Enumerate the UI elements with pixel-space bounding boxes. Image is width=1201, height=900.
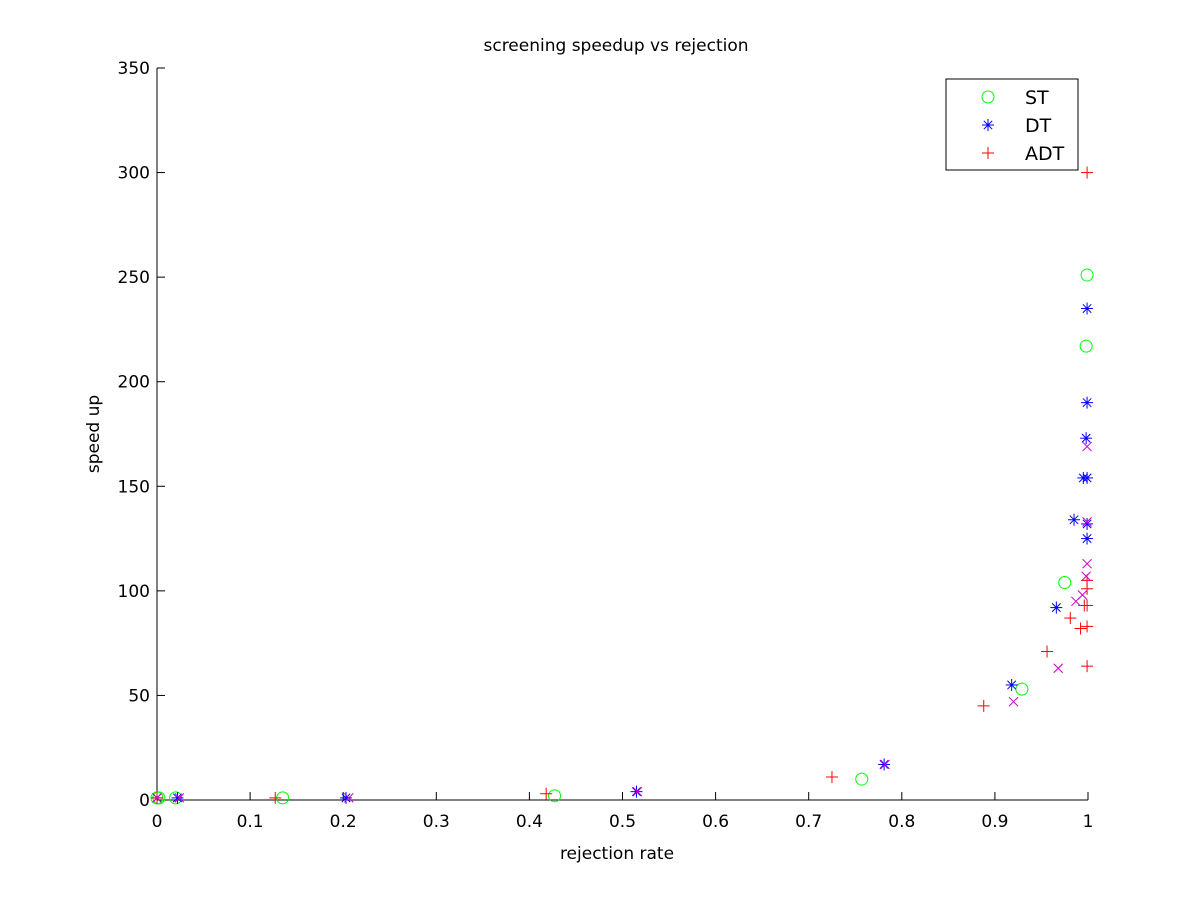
legend-label-adt: ADT bbox=[1025, 143, 1065, 165]
x-tick-label: 1 bbox=[1083, 812, 1094, 832]
dt-point bbox=[1081, 396, 1094, 409]
dt-point bbox=[1081, 532, 1094, 545]
y-tick-label: 350 bbox=[118, 59, 150, 79]
y-tick-label: 0 bbox=[139, 791, 150, 811]
y-tick-label: 50 bbox=[128, 686, 150, 706]
st-point bbox=[855, 772, 869, 786]
x-tick-label: 0.7 bbox=[795, 812, 822, 832]
unlabeled-3-point bbox=[632, 786, 643, 797]
dt-point bbox=[1081, 302, 1094, 315]
st-point bbox=[1015, 682, 1029, 696]
x-axis-label: rejection rate bbox=[560, 844, 674, 864]
axes: 0 0.1 0.2 0.3 0.4 0.5 0.6 0.7 0.8 0.9 1 0 50 100 150 20… bbox=[118, 59, 1094, 832]
dt-point bbox=[1081, 471, 1094, 484]
adt-point bbox=[1074, 622, 1087, 635]
adt-point bbox=[540, 787, 553, 800]
x-tick-label: 0.3 bbox=[423, 812, 450, 832]
adt-point bbox=[1081, 574, 1094, 587]
chart-title: screening speedup vs rejection bbox=[483, 36, 748, 56]
dt-point bbox=[1050, 601, 1063, 614]
unlabeled-3-point bbox=[880, 759, 890, 770]
unlabeled-3-point bbox=[1077, 590, 1088, 600]
unlabeled-3-point bbox=[1081, 571, 1091, 582]
legend-label-dt: DT bbox=[1025, 115, 1052, 137]
y-tick-label: 200 bbox=[118, 373, 150, 393]
unlabeled-3-point bbox=[174, 793, 185, 803]
unlabeled-3-point bbox=[343, 793, 354, 803]
x-tick-label: 0.1 bbox=[237, 812, 264, 832]
adt-point bbox=[1041, 645, 1054, 658]
unlabeled-3-point bbox=[1082, 558, 1092, 569]
dt-point bbox=[171, 791, 184, 804]
unlabeled-3-point bbox=[1008, 696, 1019, 707]
legend-marker-dt bbox=[982, 119, 994, 131]
dt-point bbox=[878, 758, 891, 771]
st-point bbox=[1079, 339, 1093, 353]
legend-label-st: ST bbox=[1025, 87, 1049, 109]
adt-point bbox=[1081, 660, 1094, 673]
unlabeled-3-point bbox=[1053, 663, 1064, 674]
legend-marker-st bbox=[981, 90, 995, 104]
unlabeled-3-point bbox=[152, 793, 162, 803]
y-axis-label: speed up bbox=[84, 395, 104, 473]
adt-point bbox=[1081, 166, 1094, 179]
legend-marker-adt bbox=[982, 147, 994, 159]
y-tick-label: 100 bbox=[118, 582, 150, 602]
y-tick-label: 300 bbox=[118, 164, 150, 184]
adt-point bbox=[825, 770, 838, 783]
x-tick-label: 0.9 bbox=[981, 812, 1008, 832]
dt-point bbox=[1081, 517, 1094, 530]
dt-point bbox=[1005, 678, 1018, 691]
st-point bbox=[548, 789, 562, 803]
x-tick-label: 0 bbox=[152, 812, 163, 832]
adt-point bbox=[977, 699, 990, 712]
unlabeled-3-point bbox=[1082, 441, 1092, 452]
dt-point bbox=[339, 791, 352, 804]
adt-point bbox=[1081, 620, 1094, 633]
legend: ST DT ADT bbox=[945, 78, 1079, 171]
x-tick-label: 0.4 bbox=[516, 812, 543, 832]
st-point bbox=[1058, 575, 1072, 589]
dt-point bbox=[630, 785, 643, 798]
adt-point bbox=[269, 791, 282, 804]
plot-area bbox=[157, 68, 1088, 800]
legend-box bbox=[945, 78, 1079, 171]
data-markers bbox=[150, 166, 1094, 805]
unlabeled-3-point bbox=[1082, 516, 1092, 527]
x-tick-label: 0.2 bbox=[330, 812, 357, 832]
st-point bbox=[1080, 268, 1094, 282]
x-tick-label: 0.5 bbox=[609, 812, 636, 832]
x-tick-label: 0.6 bbox=[702, 812, 729, 832]
dt-point bbox=[1068, 513, 1081, 526]
y-tick-label: 150 bbox=[118, 477, 150, 497]
adt-point bbox=[1081, 599, 1094, 612]
x-tick-label: 0.8 bbox=[888, 812, 915, 832]
adt-point bbox=[1064, 612, 1077, 625]
dt-point bbox=[1080, 432, 1093, 445]
y-tick-label: 250 bbox=[118, 268, 150, 288]
